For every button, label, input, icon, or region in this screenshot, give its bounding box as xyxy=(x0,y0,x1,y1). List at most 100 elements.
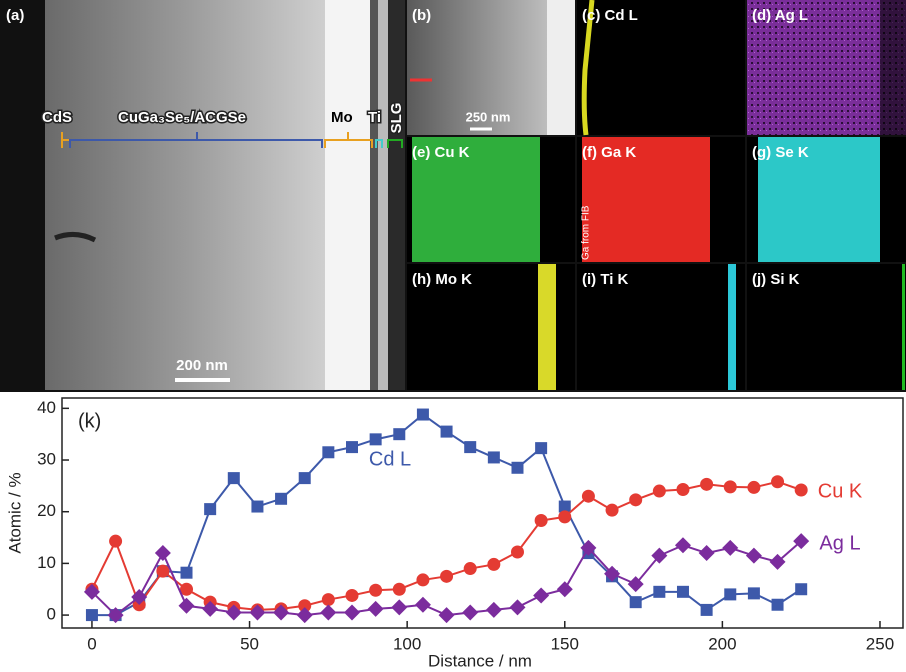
marker xyxy=(178,597,195,614)
marker xyxy=(724,588,737,601)
marker xyxy=(769,553,786,570)
marker xyxy=(533,587,550,604)
panel-c-image xyxy=(577,0,745,135)
marker xyxy=(629,493,643,507)
marker xyxy=(652,484,666,498)
marker xyxy=(369,433,382,446)
layer xyxy=(378,0,388,390)
series-line xyxy=(91,480,802,611)
marker xyxy=(438,607,455,624)
layer-label: CuGa₃Se₅/ACGSe xyxy=(118,109,246,126)
marker xyxy=(107,607,124,624)
series-line xyxy=(91,413,802,617)
marker xyxy=(416,408,429,421)
bracket xyxy=(61,132,70,148)
marker xyxy=(464,441,477,454)
marker xyxy=(558,500,571,513)
marker xyxy=(345,588,359,602)
panel-label: (a) xyxy=(6,7,24,24)
marker xyxy=(580,539,597,556)
panel-label: (g) Se K xyxy=(752,144,809,161)
marker xyxy=(653,585,666,598)
bracket xyxy=(69,132,323,148)
marker xyxy=(700,603,713,616)
marker xyxy=(180,582,194,596)
marker xyxy=(440,569,454,583)
dark-band xyxy=(880,0,906,135)
marker xyxy=(249,604,266,621)
marker xyxy=(298,599,312,613)
series-label: Ag L xyxy=(819,532,860,554)
series-label: Cu K xyxy=(818,480,863,502)
mo-layer xyxy=(325,0,370,390)
layer-label: SLG xyxy=(388,103,405,134)
panel-b-image xyxy=(407,0,547,135)
marker xyxy=(321,593,335,607)
marker xyxy=(723,480,737,494)
marker xyxy=(298,472,311,485)
marker xyxy=(393,428,406,441)
marker xyxy=(392,582,406,596)
marker xyxy=(485,601,502,618)
y-tick-label: 40 xyxy=(37,398,56,417)
panel-d-image xyxy=(747,0,906,135)
y-tick-label: 20 xyxy=(37,501,56,520)
y-tick-label: 30 xyxy=(37,450,56,469)
absorber-image xyxy=(45,0,325,390)
cu-signal xyxy=(412,137,540,262)
marker xyxy=(674,537,691,554)
panel-label: (h) Mo K xyxy=(412,271,472,288)
mo-signal xyxy=(538,264,556,390)
marker xyxy=(109,534,123,548)
plot-frame xyxy=(61,397,904,629)
y-axis-label: Atomic / % xyxy=(5,472,24,553)
marker xyxy=(369,583,383,597)
marker xyxy=(511,461,524,474)
marker xyxy=(651,547,668,564)
panel-label: (i) Ti K xyxy=(582,271,629,288)
marker xyxy=(676,585,689,598)
se-signal xyxy=(758,137,880,262)
x-tick-label: 150 xyxy=(551,634,579,653)
si-signal xyxy=(902,264,905,390)
panel-label: (f) Ga K xyxy=(582,144,636,161)
marker xyxy=(534,513,548,527)
marker xyxy=(771,598,784,611)
marker xyxy=(487,557,501,571)
marker xyxy=(156,564,170,578)
ti-signal xyxy=(728,264,736,390)
marker xyxy=(322,446,335,459)
marker xyxy=(510,545,524,559)
marker xyxy=(344,604,360,621)
x-tick-label: 250 xyxy=(866,634,894,653)
panel-j-image xyxy=(747,264,906,390)
marker xyxy=(700,477,714,491)
marker xyxy=(154,545,171,562)
chart: (k) Distance / nm Atomic / % 0 50 100 150 20… xyxy=(5,397,904,670)
marker xyxy=(273,604,290,621)
panel-label: (d) Ag L xyxy=(752,7,808,24)
marker xyxy=(296,607,313,624)
marker xyxy=(202,600,219,617)
marker xyxy=(391,599,408,616)
panel-label: (b) xyxy=(412,7,431,24)
marker xyxy=(556,581,573,598)
marker xyxy=(83,583,100,600)
marker xyxy=(745,547,762,564)
slg-layer xyxy=(388,0,405,390)
cd-signal xyxy=(581,0,595,136)
marker xyxy=(204,503,217,516)
marker xyxy=(698,545,715,562)
marker xyxy=(85,609,98,622)
bracket xyxy=(387,139,403,148)
marker xyxy=(581,489,595,503)
x-tick-label: 100 xyxy=(393,634,421,653)
marker xyxy=(629,596,642,609)
marker xyxy=(747,480,761,494)
panel-label: (e) Cu K xyxy=(412,144,470,161)
marker xyxy=(771,475,785,489)
marker xyxy=(346,441,358,454)
marker xyxy=(227,472,240,485)
marker xyxy=(367,600,384,617)
marker xyxy=(605,503,619,517)
